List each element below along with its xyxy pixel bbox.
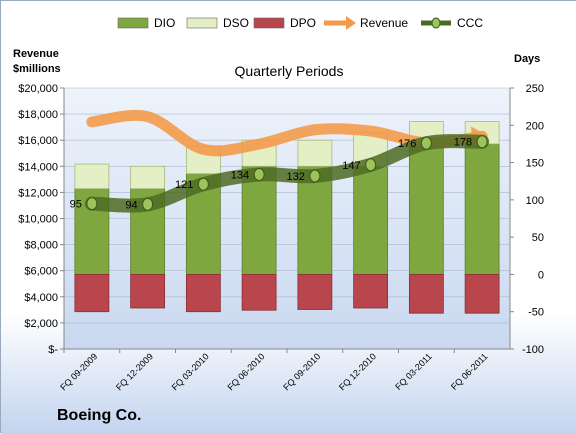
ccc-data-label: 178 [454, 137, 472, 149]
bar-dio [241, 165, 277, 275]
legend-label: Revenue [360, 16, 408, 30]
ccc-point [420, 136, 432, 150]
bar-dio [464, 143, 500, 275]
bar-dio [353, 165, 389, 275]
legend-label: DSO [223, 16, 249, 30]
y2-tick-label: 200 [526, 120, 544, 132]
legend-swatch [253, 17, 285, 29]
legend-label: CCC [457, 16, 483, 30]
company-name: Boeing Co. [57, 407, 142, 424]
ccc-point [309, 169, 321, 183]
bar-dpo [74, 274, 110, 313]
y-tick-label: $16,000 [18, 135, 58, 147]
bar-dso [130, 165, 166, 190]
y2-axis-title: Days [514, 53, 541, 65]
legend-label: DIO [154, 16, 175, 30]
legend-label: DPO [290, 16, 316, 30]
y-tick-label: $2,000 [24, 318, 58, 330]
y-tick-label: $4,000 [24, 292, 58, 304]
ccc-point [253, 168, 265, 182]
ccc-data-label: 134 [231, 170, 249, 182]
bar-dpo [353, 274, 389, 309]
ccc-data-label: 94 [125, 199, 137, 211]
y-tick-label: $12,000 [18, 187, 58, 199]
legend-swatch [186, 17, 218, 29]
bar-dpo [185, 274, 221, 313]
ccc-point [365, 158, 377, 172]
y-tick-label: $8,000 [24, 240, 58, 252]
ccc-data-label: 176 [398, 138, 416, 150]
ccc-data-label: 132 [287, 171, 305, 183]
y2-tick-label: -50 [528, 307, 544, 319]
ccc-point [86, 197, 98, 211]
y-tick-label: $14,000 [18, 161, 58, 173]
ccc-data-label: 121 [175, 179, 193, 191]
y-tick-label: $10,000 [18, 214, 58, 226]
y-tick-label: $20,000 [18, 83, 58, 95]
bar-dso [297, 139, 333, 167]
legend-marker [431, 17, 441, 29]
y2-tick-label: 0 [538, 269, 544, 281]
y2-tick-label: 50 [532, 232, 544, 244]
y-axis-title: Revenue $millions [13, 47, 75, 77]
y-tick-label: $18,000 [18, 109, 58, 121]
bar-dpo [297, 274, 333, 310]
ccc-point [197, 177, 209, 191]
chart-title: Quarterly Periods [234, 63, 344, 79]
ccc-data-label: 147 [342, 160, 360, 172]
bar-dio [297, 165, 333, 275]
legend-swatch-arrowhead [346, 16, 356, 30]
bar-dpo [408, 274, 444, 314]
y-axis-title-text: Revenue $millions [13, 48, 61, 75]
y2-tick-label: 250 [526, 83, 544, 95]
bar-dpo [130, 274, 166, 309]
bar-dio [408, 143, 444, 275]
bar-dso [74, 163, 110, 190]
y-tick-label: $- [48, 344, 58, 356]
bar-dpo [241, 274, 277, 311]
ccc-point [142, 197, 154, 211]
ccc-data-label: 95 [70, 199, 82, 211]
y2-tick-label: -100 [522, 344, 544, 356]
y-tick-label: $6,000 [24, 266, 58, 278]
bar-dpo [464, 274, 500, 314]
y2-tick-label: 100 [526, 195, 544, 207]
y2-tick-label: 150 [526, 158, 544, 170]
legend-swatch [117, 17, 149, 29]
ccc-point [476, 135, 488, 149]
